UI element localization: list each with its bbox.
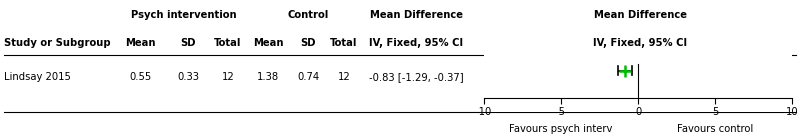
Text: IV, Fixed, 95% CI: IV, Fixed, 95% CI	[593, 38, 687, 48]
Text: IV, Fixed, 95% CI: IV, Fixed, 95% CI	[369, 38, 463, 48]
Text: Mean Difference: Mean Difference	[370, 10, 462, 20]
Text: SD: SD	[180, 38, 196, 48]
Text: Total: Total	[214, 38, 242, 48]
Text: 0.33: 0.33	[177, 72, 199, 82]
Text: Total: Total	[330, 38, 358, 48]
Text: 1.38: 1.38	[257, 72, 279, 82]
Text: Mean: Mean	[125, 38, 155, 48]
Text: 0.74: 0.74	[297, 72, 319, 82]
Text: Favours psych interv: Favours psych interv	[510, 124, 613, 134]
Text: 12: 12	[222, 72, 234, 82]
Text: -0.83 [-1.29, -0.37]: -0.83 [-1.29, -0.37]	[369, 72, 463, 82]
Text: Psych intervention: Psych intervention	[131, 10, 237, 20]
Text: SD: SD	[300, 38, 316, 48]
Text: Lindsay 2015: Lindsay 2015	[4, 72, 71, 82]
Text: 0.55: 0.55	[129, 72, 151, 82]
Text: Favours control: Favours control	[677, 124, 753, 134]
Text: Study or Subgroup: Study or Subgroup	[4, 38, 110, 48]
Text: Control: Control	[287, 10, 329, 20]
Text: 12: 12	[338, 72, 350, 82]
Text: Mean: Mean	[253, 38, 283, 48]
Text: Mean Difference: Mean Difference	[594, 10, 686, 20]
